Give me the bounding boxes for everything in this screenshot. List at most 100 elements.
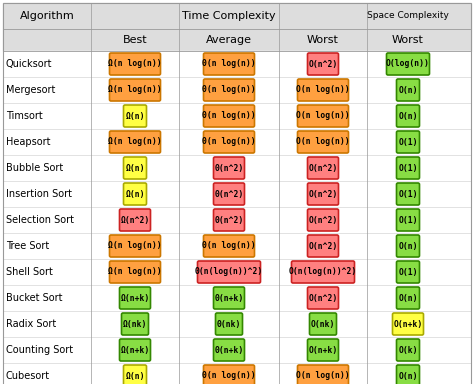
- FancyBboxPatch shape: [121, 313, 148, 335]
- FancyBboxPatch shape: [203, 79, 255, 101]
- Text: Ω(nk): Ω(nk): [123, 319, 147, 328]
- Text: Ω(n^2): Ω(n^2): [120, 215, 150, 225]
- Text: Θ(nk): Θ(nk): [217, 319, 241, 328]
- Text: Ω(n): Ω(n): [125, 371, 145, 381]
- Text: Θ(n log(n)): Θ(n log(n)): [202, 86, 256, 94]
- Text: Θ(n log(n)): Θ(n log(n)): [202, 242, 256, 250]
- Text: Θ(n log(n)): Θ(n log(n)): [202, 371, 256, 381]
- Text: O(n^2): O(n^2): [309, 189, 337, 199]
- Text: O(n^2): O(n^2): [309, 242, 337, 250]
- FancyBboxPatch shape: [124, 157, 146, 179]
- FancyBboxPatch shape: [396, 235, 419, 257]
- FancyBboxPatch shape: [308, 235, 338, 257]
- FancyBboxPatch shape: [396, 209, 419, 231]
- Text: Ω(n log(n)): Ω(n log(n)): [108, 268, 162, 276]
- Text: Ω(n+k): Ω(n+k): [120, 346, 150, 354]
- Text: Θ(n log(n)): Θ(n log(n)): [202, 60, 256, 68]
- Text: O(n^2): O(n^2): [309, 60, 337, 68]
- Text: O(1): O(1): [398, 137, 418, 147]
- Text: Best: Best: [123, 35, 147, 45]
- Text: Bucket Sort: Bucket Sort: [6, 293, 63, 303]
- FancyBboxPatch shape: [308, 183, 338, 205]
- Text: O(n^2): O(n^2): [309, 215, 337, 225]
- FancyBboxPatch shape: [298, 79, 348, 101]
- Text: Average: Average: [206, 35, 252, 45]
- FancyBboxPatch shape: [109, 261, 161, 283]
- FancyBboxPatch shape: [124, 183, 146, 205]
- Text: O(n^2): O(n^2): [309, 293, 337, 303]
- Bar: [3, 181, 471, 207]
- Text: Ω(n log(n)): Ω(n log(n)): [108, 137, 162, 147]
- Text: O(n): O(n): [398, 86, 418, 94]
- FancyBboxPatch shape: [298, 365, 348, 384]
- FancyBboxPatch shape: [386, 53, 429, 75]
- Text: O(n log(n)): O(n log(n)): [296, 371, 350, 381]
- Bar: [3, 233, 471, 259]
- FancyBboxPatch shape: [396, 183, 419, 205]
- Text: Ω(n): Ω(n): [125, 189, 145, 199]
- FancyBboxPatch shape: [119, 339, 151, 361]
- Text: O(k): O(k): [398, 346, 418, 354]
- FancyBboxPatch shape: [203, 365, 255, 384]
- Text: Worst: Worst: [307, 35, 339, 45]
- Bar: [3, 311, 471, 337]
- Text: O(n): O(n): [398, 293, 418, 303]
- Text: Algorithm: Algorithm: [19, 11, 74, 21]
- Text: O(n^2): O(n^2): [309, 164, 337, 172]
- FancyBboxPatch shape: [109, 53, 161, 75]
- Text: Θ(n^2): Θ(n^2): [214, 215, 244, 225]
- FancyBboxPatch shape: [308, 339, 338, 361]
- Text: O(n log(n)): O(n log(n)): [296, 137, 350, 147]
- FancyBboxPatch shape: [396, 365, 419, 384]
- FancyBboxPatch shape: [396, 105, 419, 127]
- FancyBboxPatch shape: [203, 53, 255, 75]
- Text: Ω(n log(n)): Ω(n log(n)): [108, 242, 162, 250]
- FancyBboxPatch shape: [213, 183, 245, 205]
- FancyBboxPatch shape: [203, 105, 255, 127]
- FancyBboxPatch shape: [310, 313, 337, 335]
- Bar: [3, 259, 471, 285]
- Text: Time Complexity: Time Complexity: [182, 11, 276, 21]
- Text: O(n log(n)): O(n log(n)): [296, 86, 350, 94]
- Text: O(n log(n)): O(n log(n)): [296, 111, 350, 121]
- FancyBboxPatch shape: [292, 261, 355, 283]
- Text: Θ(n^2): Θ(n^2): [214, 164, 244, 172]
- Text: O(n(log(n))^2): O(n(log(n))^2): [289, 268, 357, 276]
- Text: Θ(n log(n)): Θ(n log(n)): [202, 137, 256, 147]
- Bar: [3, 285, 471, 311]
- Text: Ω(n log(n)): Ω(n log(n)): [108, 86, 162, 94]
- FancyBboxPatch shape: [213, 339, 245, 361]
- Text: O(n): O(n): [398, 111, 418, 121]
- FancyBboxPatch shape: [396, 339, 419, 361]
- Text: Ω(n log(n)): Ω(n log(n)): [108, 60, 162, 68]
- FancyBboxPatch shape: [396, 79, 419, 101]
- FancyBboxPatch shape: [308, 157, 338, 179]
- Text: Insertion Sort: Insertion Sort: [6, 189, 72, 199]
- FancyBboxPatch shape: [213, 209, 245, 231]
- Bar: [3, 29, 471, 51]
- Bar: [3, 3, 471, 29]
- FancyBboxPatch shape: [396, 261, 419, 283]
- Text: Ω(n+k): Ω(n+k): [120, 293, 150, 303]
- Text: O(n): O(n): [398, 371, 418, 381]
- Text: Θ(n log(n)): Θ(n log(n)): [202, 111, 256, 121]
- FancyBboxPatch shape: [109, 79, 161, 101]
- Text: Selection Sort: Selection Sort: [6, 215, 74, 225]
- FancyBboxPatch shape: [203, 131, 255, 153]
- FancyBboxPatch shape: [124, 105, 146, 127]
- Text: Θ(n+k): Θ(n+k): [214, 346, 244, 354]
- Text: Θ(n(log(n))^2): Θ(n(log(n))^2): [195, 268, 263, 276]
- FancyBboxPatch shape: [213, 157, 245, 179]
- FancyBboxPatch shape: [308, 287, 338, 309]
- FancyBboxPatch shape: [308, 53, 338, 75]
- Text: O(log(n)): O(log(n)): [386, 60, 430, 68]
- FancyBboxPatch shape: [109, 131, 161, 153]
- Text: Timsort: Timsort: [6, 111, 43, 121]
- Text: Radix Sort: Radix Sort: [6, 319, 56, 329]
- FancyBboxPatch shape: [198, 261, 261, 283]
- Text: O(1): O(1): [398, 215, 418, 225]
- FancyBboxPatch shape: [392, 313, 423, 335]
- FancyBboxPatch shape: [213, 287, 245, 309]
- Bar: [3, 207, 471, 233]
- FancyBboxPatch shape: [396, 131, 419, 153]
